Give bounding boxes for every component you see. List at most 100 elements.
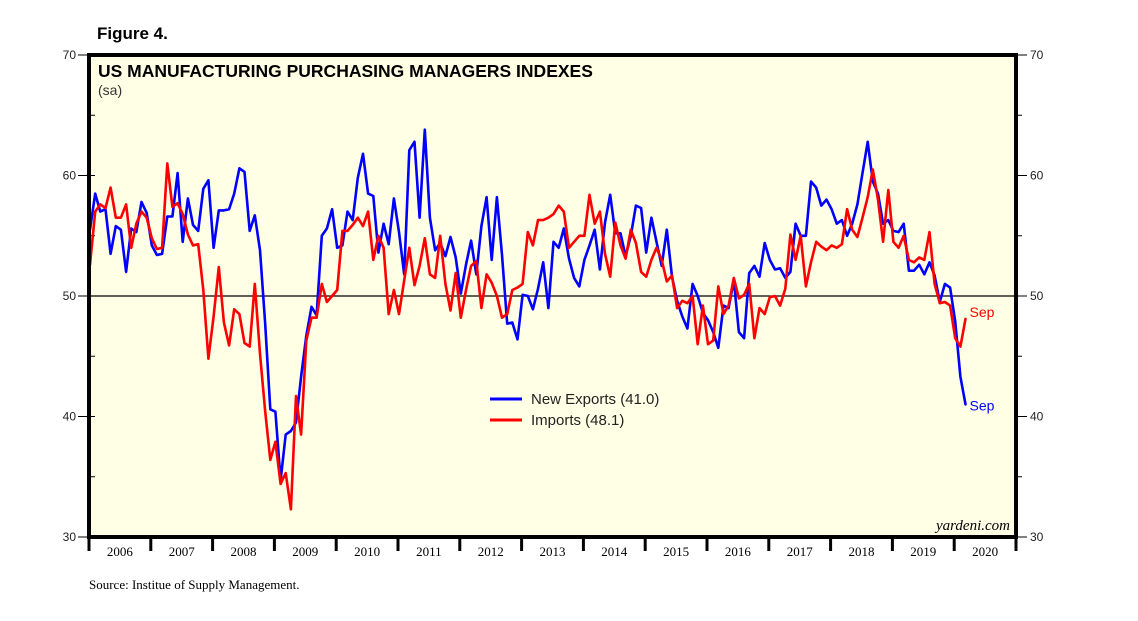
data-point-imports bbox=[825, 249, 827, 251]
data-point-new-exports bbox=[259, 249, 261, 251]
data-point-imports bbox=[604, 253, 606, 255]
data-point-new-exports bbox=[542, 261, 544, 263]
data-point-new-exports bbox=[537, 288, 539, 290]
end-label-imports: Sep bbox=[970, 304, 995, 320]
data-point-new-exports bbox=[743, 337, 745, 339]
x-tick-label: 2013 bbox=[540, 544, 566, 559]
data-point-new-exports bbox=[681, 315, 683, 317]
data-point-new-exports bbox=[856, 203, 858, 205]
data-point-new-exports bbox=[563, 227, 565, 229]
data-point-imports bbox=[501, 317, 503, 319]
data-point-imports bbox=[769, 296, 771, 298]
data-point-new-exports bbox=[444, 255, 446, 257]
data-point-new-exports bbox=[748, 272, 750, 274]
data-point-new-exports bbox=[372, 195, 374, 197]
data-point-imports bbox=[249, 345, 251, 347]
data-point-imports bbox=[357, 217, 359, 219]
data-point-imports bbox=[542, 219, 544, 221]
chart-title: US MANUFACTURING PURCHASING MANAGERS IND… bbox=[98, 61, 593, 81]
data-point-new-exports bbox=[408, 149, 410, 151]
source-note: Source: Institue of Supply Management. bbox=[89, 577, 300, 592]
data-point-imports bbox=[521, 283, 523, 285]
data-point-new-exports bbox=[161, 253, 163, 255]
x-axis: 2006 2007 2008 2009 2010 2011 2012 2013 2014 2015… bbox=[87, 537, 1018, 559]
data-point-new-exports bbox=[764, 242, 766, 244]
data-point-new-exports bbox=[959, 376, 961, 378]
data-point-new-exports bbox=[418, 217, 420, 219]
data-point-imports bbox=[197, 243, 199, 245]
data-point-new-exports bbox=[511, 321, 513, 323]
data-point-imports bbox=[444, 283, 446, 285]
data-point-imports bbox=[352, 224, 354, 226]
data-point-imports bbox=[722, 313, 724, 315]
data-point-new-exports bbox=[331, 208, 333, 210]
right-tick-label: 30 bbox=[1030, 530, 1044, 544]
data-point-new-exports bbox=[501, 254, 503, 256]
data-point-new-exports bbox=[836, 223, 838, 225]
data-point-imports bbox=[321, 283, 323, 285]
left-tick-label: 30 bbox=[63, 530, 77, 544]
data-point-new-exports bbox=[264, 321, 266, 323]
data-point-new-exports bbox=[346, 210, 348, 212]
data-point-imports bbox=[511, 289, 513, 291]
data-point-new-exports bbox=[717, 347, 719, 349]
data-point-imports bbox=[146, 217, 148, 219]
data-point-imports bbox=[125, 203, 127, 205]
data-point-imports bbox=[753, 337, 755, 339]
data-point-new-exports bbox=[109, 253, 111, 255]
data-point-imports bbox=[861, 217, 863, 219]
data-point-imports bbox=[578, 235, 580, 237]
data-point-new-exports bbox=[449, 236, 451, 238]
data-point-new-exports bbox=[485, 196, 487, 198]
data-point-imports bbox=[918, 256, 920, 258]
data-point-imports bbox=[475, 260, 477, 262]
data-point-imports bbox=[182, 213, 184, 215]
data-point-imports bbox=[238, 313, 240, 315]
data-point-imports bbox=[408, 247, 410, 249]
data-point-imports bbox=[223, 321, 225, 323]
data-point-imports bbox=[439, 235, 441, 237]
data-point-new-exports bbox=[861, 172, 863, 174]
data-point-new-exports bbox=[480, 225, 482, 227]
data-point-imports bbox=[836, 247, 838, 249]
data-point-imports bbox=[506, 313, 508, 315]
data-point-new-exports bbox=[202, 188, 204, 190]
data-point-new-exports bbox=[357, 177, 359, 179]
right-y-axis: 30 40 50 60 70 bbox=[1016, 48, 1044, 544]
data-point-new-exports bbox=[578, 285, 580, 287]
data-point-imports bbox=[573, 241, 575, 243]
data-point-new-exports bbox=[521, 294, 523, 296]
data-point-new-exports bbox=[841, 219, 843, 221]
data-point-imports bbox=[892, 241, 894, 243]
data-point-new-exports bbox=[599, 268, 601, 270]
data-point-imports bbox=[326, 301, 328, 303]
data-point-imports bbox=[707, 343, 709, 345]
data-point-imports bbox=[109, 186, 111, 188]
data-point-imports bbox=[779, 304, 781, 306]
data-point-new-exports bbox=[532, 308, 534, 310]
data-point-imports bbox=[856, 236, 858, 238]
data-point-imports bbox=[830, 244, 832, 246]
data-point-imports bbox=[851, 229, 853, 231]
left-tick-label: 40 bbox=[63, 410, 77, 424]
data-point-new-exports bbox=[944, 283, 946, 285]
left-tick-label: 60 bbox=[63, 169, 77, 183]
data-point-new-exports bbox=[707, 319, 709, 321]
data-point-imports bbox=[635, 242, 637, 244]
data-point-imports bbox=[362, 225, 364, 227]
data-point-imports bbox=[959, 345, 961, 347]
data-point-imports bbox=[758, 307, 760, 309]
data-point-imports bbox=[367, 210, 369, 212]
data-point-imports bbox=[691, 295, 693, 297]
data-point-imports bbox=[913, 261, 915, 263]
data-point-imports bbox=[774, 295, 776, 297]
data-point-imports bbox=[135, 223, 137, 225]
data-point-imports bbox=[841, 243, 843, 245]
data-point-new-exports bbox=[367, 192, 369, 194]
legend-label-imports: Imports (48.1) bbox=[531, 412, 624, 429]
data-point-imports bbox=[846, 208, 848, 210]
data-point-imports bbox=[99, 203, 101, 205]
data-point-new-exports bbox=[691, 283, 693, 285]
x-tick-label: 2018 bbox=[849, 544, 875, 559]
data-point-new-exports bbox=[429, 217, 431, 219]
